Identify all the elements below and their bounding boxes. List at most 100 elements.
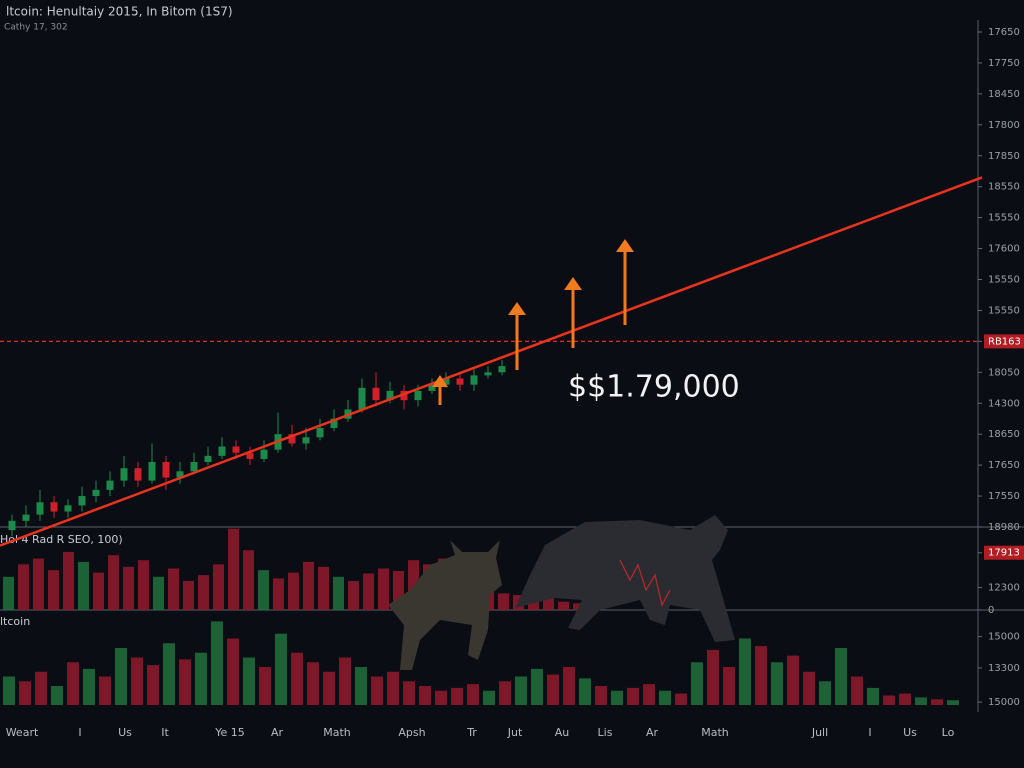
volume-bar: [755, 646, 767, 705]
y-tick-label: 18980: [988, 522, 1020, 533]
arrow-head: [564, 277, 582, 290]
volume-bar: [228, 528, 239, 610]
trendline: [0, 176, 983, 547]
y-tick-label: 17750: [988, 58, 1020, 69]
candle-body: [8, 520, 16, 531]
volume-bar: [378, 568, 389, 610]
volume-bar: [147, 665, 159, 705]
y-tick-label: 17550: [988, 491, 1020, 502]
candle-body: [456, 378, 464, 385]
x-tick-label: I: [78, 726, 81, 739]
candle-body: [134, 468, 142, 481]
candle-body: [22, 514, 30, 521]
volume-bar: [131, 657, 143, 705]
volume-bar: [947, 700, 959, 705]
x-tick-label: I: [868, 726, 871, 739]
volume-bar: [108, 555, 119, 610]
volume-bar: [659, 690, 671, 705]
y-tick-label: 17600: [988, 244, 1020, 255]
x-tick-label: Math: [323, 726, 351, 739]
volume-bar: [915, 697, 927, 705]
volume-bar: [18, 564, 29, 610]
arrow-head: [432, 375, 448, 387]
volume-bar: [531, 668, 543, 705]
candle-body: [176, 471, 184, 478]
bull: [388, 540, 502, 670]
volume-bar: [179, 659, 191, 705]
volume-bar: [333, 576, 344, 610]
volume-bar: [307, 662, 319, 705]
volume-bar: [691, 662, 703, 705]
volume-bar: [83, 668, 95, 705]
y-tick-label: 17650: [988, 460, 1020, 471]
volume-bar: [883, 695, 895, 705]
x-tick-label: Ar: [646, 726, 659, 739]
volume-bar: [467, 684, 479, 705]
x-tick-label: It: [161, 726, 169, 739]
volume-bar: [211, 621, 223, 705]
y-tick-label: 15000: [988, 632, 1020, 643]
x-tick-label: Ye 15: [214, 726, 245, 739]
volume-bar: [803, 671, 815, 705]
x-tick-label: Jut: [507, 726, 523, 739]
volume-bar: [63, 551, 74, 610]
x-tick-label: Lis: [598, 726, 613, 739]
volume-bar: [643, 684, 655, 705]
volume-bar: [275, 633, 287, 705]
volume-bar: [483, 690, 495, 705]
x-tick-label: Math: [701, 726, 729, 739]
volume-bar: [78, 561, 89, 610]
volume-bar: [899, 693, 911, 705]
tick-highlight: [984, 545, 1024, 560]
volume-bar: [543, 597, 554, 610]
panel-title: Hol 4 Rad R SEO, 100): [0, 533, 123, 546]
volume-bar: [259, 667, 271, 705]
candle-body: [162, 462, 170, 478]
y-tick-label: 18450: [988, 89, 1020, 100]
volume-bar: [408, 560, 419, 610]
chart-title: ltcoin: Henultaiy 2015, In Bitom (1S7): [6, 5, 233, 19]
volume-bar: [153, 576, 164, 610]
plot: 18980 17550 17650 18650 14300 18050 RB163 15550…: [0, 27, 1024, 739]
candle-body: [148, 462, 156, 481]
x-tick-label: Weart: [6, 726, 39, 739]
candle-body: [36, 502, 44, 515]
y-tick-label: 17650: [988, 27, 1020, 38]
volume-bar: [579, 678, 591, 705]
volume-bar: [819, 681, 831, 705]
candle-body: [330, 418, 338, 428]
candle-body: [50, 502, 58, 512]
x-tick-label: Ar: [271, 726, 284, 739]
volume-bar: [403, 681, 415, 705]
x-tick-label: Au: [555, 726, 570, 739]
volume-bar: [931, 699, 943, 705]
volume-bar: [435, 690, 447, 705]
volume-bar: [243, 550, 254, 610]
volume-bar: [163, 643, 175, 705]
candle-body: [442, 378, 450, 385]
tick-highlight: [984, 334, 1024, 349]
volume-bar: [303, 561, 314, 610]
volume-bar: [515, 676, 527, 705]
candle-body: [78, 496, 86, 506]
volume-bar: [558, 601, 569, 610]
volume-bar: [675, 693, 687, 705]
bear: [515, 515, 735, 642]
annotation: $$1.79,000: [568, 370, 740, 405]
y-tick-label: 17913: [988, 548, 1020, 559]
candle-body: [498, 366, 506, 373]
y-tick-label: RB163: [988, 336, 1021, 347]
volume-bar: [51, 686, 63, 705]
candle-body: [428, 384, 436, 391]
volume-bar: [243, 657, 255, 705]
candle-body: [232, 446, 240, 453]
volume-bar: [323, 671, 335, 705]
candle-body: [316, 428, 324, 438]
volume-bar: [451, 687, 463, 705]
y-tick-label: 18050: [988, 367, 1020, 378]
volume-bar: [547, 674, 559, 705]
volume-bar: [67, 662, 79, 705]
candle-body: [106, 480, 114, 490]
candle-body: [470, 375, 478, 385]
